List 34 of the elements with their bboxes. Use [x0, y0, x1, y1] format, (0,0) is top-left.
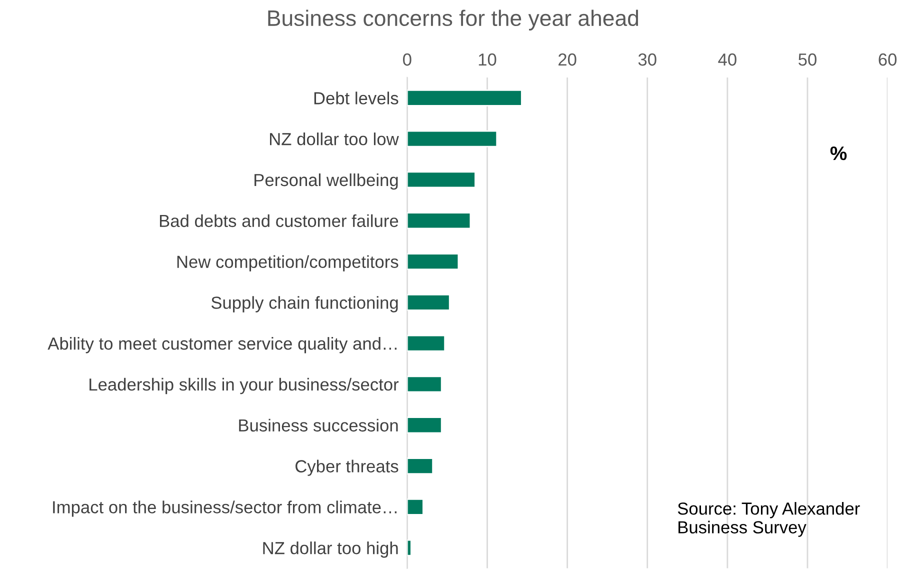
- y-tick-label: NZ dollar too low: [270, 132, 399, 146]
- bar: [407, 89, 522, 106]
- x-tick-label: 50: [798, 53, 816, 66]
- y-tick-label: NZ dollar too high: [263, 542, 398, 558]
- y-tick-label: Debt levels: [314, 92, 398, 104]
- y-tick-label: Ability to meet customer service quality and…: [48, 337, 397, 354]
- annotation: %: [830, 146, 847, 160]
- y-tick-label: Cyber threats: [296, 460, 398, 476]
- x-tick-label: 30: [638, 53, 656, 66]
- bar: [407, 130, 498, 148]
- annotation: Source: Tony Alexander Business Survey: [678, 502, 860, 537]
- x-tick-label: 20: [558, 53, 576, 66]
- y-tick-label: Business succession: [239, 418, 398, 432]
- y-tick-label: Personal wellbeing: [254, 173, 398, 190]
- y-tick-label: Supply chain functioning: [211, 296, 398, 312]
- y-tick-label: Leadership skills in your business/sector: [90, 378, 399, 394]
- x-tick-label: 10: [478, 53, 496, 66]
- bar: [407, 253, 460, 270]
- bar: [407, 416, 442, 434]
- bar: [407, 539, 412, 556]
- x-tick-label: 0: [403, 53, 412, 66]
- y-tick-label: New competition/competitors: [177, 255, 398, 272]
- x-tick-label: 40: [718, 53, 736, 66]
- bar: [407, 294, 450, 311]
- x-tick-label: 60: [878, 53, 897, 66]
- y-tick-label: Impact on the business/sector from climate…: [53, 500, 397, 517]
- y-tick-label: Bad debts and customer failure: [160, 214, 398, 228]
- bar: [407, 334, 446, 352]
- bar: [407, 498, 424, 516]
- bar: [407, 458, 434, 474]
- bar: [407, 171, 476, 188]
- bar: [407, 212, 472, 230]
- chart-title: Business concerns for the year ahead: [268, 10, 638, 30]
- bar: [407, 376, 442, 393]
